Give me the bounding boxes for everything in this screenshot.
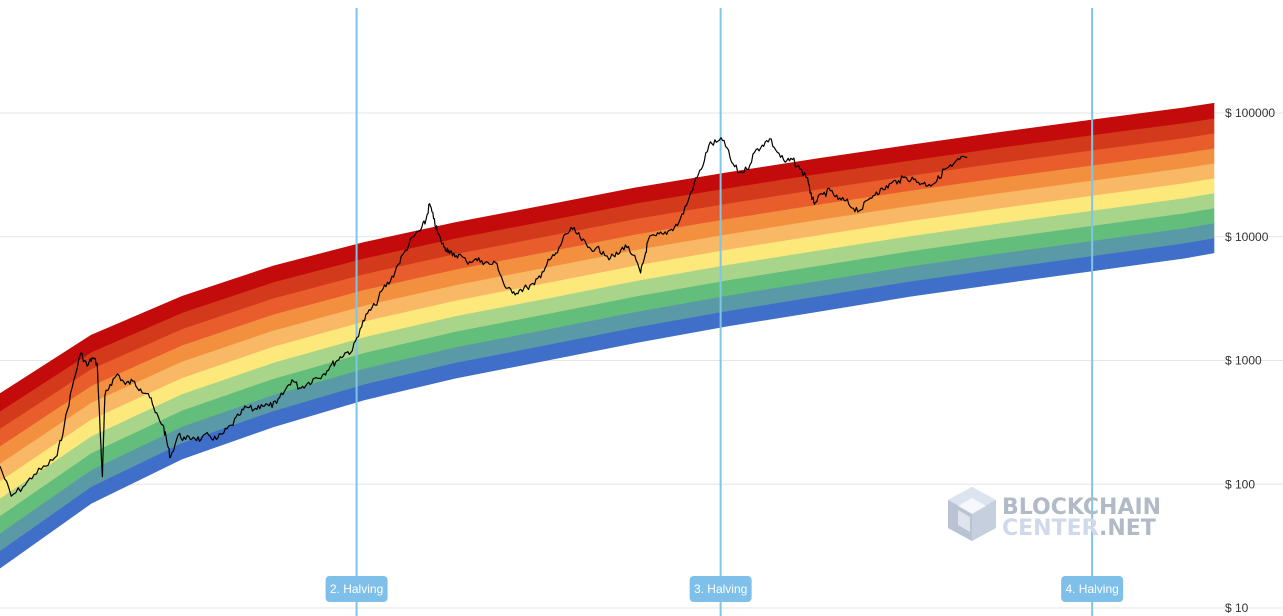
y-axis-labels: $ 10 $ 100 $ 1000 $ 10000 $ 100000 <box>1225 106 1275 615</box>
btc-price-line <box>0 137 968 497</box>
halving-label: 3. Halving <box>694 582 747 596</box>
y-tick-label: $ 100 <box>1225 477 1255 491</box>
halving-badge <box>689 576 752 602</box>
y-tick-label: $ 10000 <box>1225 230 1269 244</box>
y-tick-label: $ 10 <box>1225 601 1249 615</box>
cube-logo-icon <box>948 487 996 541</box>
price-series <box>0 137 968 497</box>
halving-badge <box>325 576 388 602</box>
blockchaincenter-watermark: BLOCKCHAIN CENTER.NET <box>948 487 1161 541</box>
halving-label: 2. Halving <box>330 582 383 596</box>
halving-badge <box>1061 576 1124 602</box>
svg-text:CENTER.NET: CENTER.NET <box>1002 516 1156 541</box>
watermark-line2-suffix: .NET <box>1099 516 1156 541</box>
halving-label: 4. Halving <box>1065 582 1118 596</box>
watermark-line1: BLOCKCHAIN <box>1002 495 1161 520</box>
halving-lines: 2. Halving 3. Halving 4. Halving <box>325 8 1124 616</box>
watermark-line2-prefix: CENTER <box>1002 516 1099 541</box>
y-tick-label: $ 1000 <box>1225 354 1262 368</box>
y-tick-label: $ 100000 <box>1225 106 1275 120</box>
